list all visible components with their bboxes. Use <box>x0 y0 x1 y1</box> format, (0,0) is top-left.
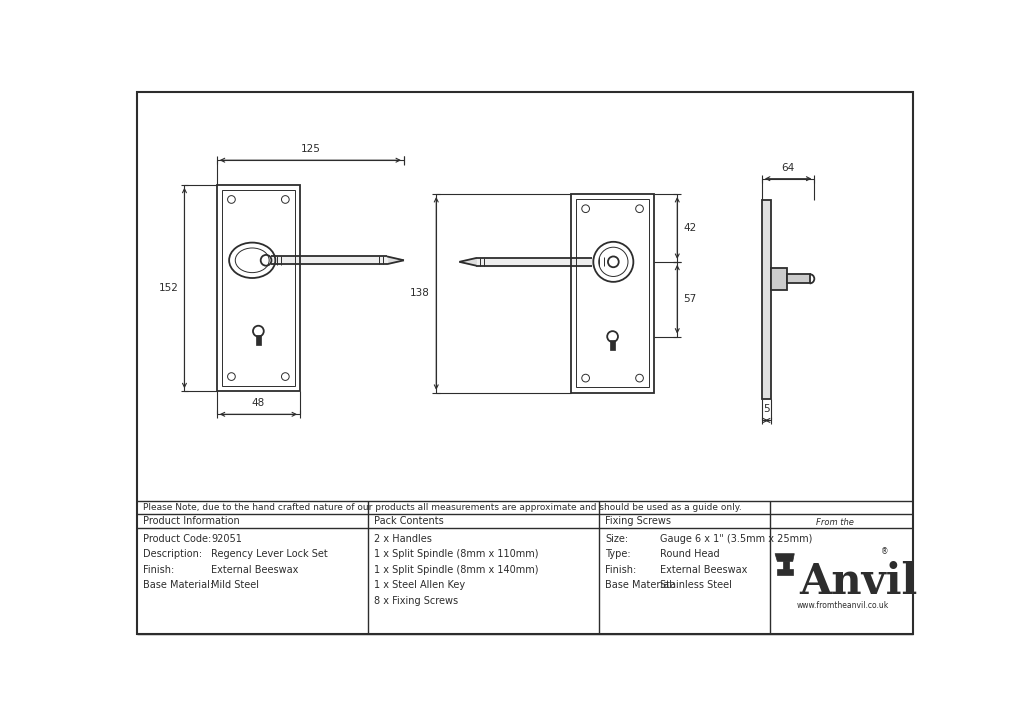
Text: Mild Steel: Mild Steel <box>211 580 259 590</box>
Polygon shape <box>777 569 793 575</box>
Text: 1 x Split Spindle (8mm x 140mm): 1 x Split Spindle (8mm x 140mm) <box>374 565 539 574</box>
Text: Anvil: Anvil <box>799 561 918 603</box>
Polygon shape <box>476 258 592 266</box>
Text: External Beeswax: External Beeswax <box>211 565 299 574</box>
Text: 2 x Handles: 2 x Handles <box>374 534 432 544</box>
Text: Base Material:: Base Material: <box>143 580 213 590</box>
Text: 57: 57 <box>683 294 696 304</box>
Text: Base Material:: Base Material: <box>605 580 675 590</box>
Bar <box>762 200 771 399</box>
Text: 92051: 92051 <box>211 534 243 544</box>
Text: From the: From the <box>816 518 854 526</box>
Text: Pack Contents: Pack Contents <box>374 516 443 526</box>
Text: 1 x Split Spindle (8mm x 110mm): 1 x Split Spindle (8mm x 110mm) <box>374 549 539 559</box>
Text: 42: 42 <box>683 223 696 233</box>
Text: Finish:: Finish: <box>605 565 636 574</box>
Text: Please Note, due to the hand crafted nature of our products all measurements are: Please Note, due to the hand crafted nat… <box>143 503 741 512</box>
Bar <box>222 191 295 386</box>
Bar <box>571 194 654 393</box>
Text: Gauge 6 x 1" (3.5mm x 25mm): Gauge 6 x 1" (3.5mm x 25mm) <box>660 534 813 544</box>
Text: 48: 48 <box>252 398 265 408</box>
Text: Stainless Steel: Stainless Steel <box>660 580 732 590</box>
Text: 152: 152 <box>159 283 178 293</box>
Polygon shape <box>256 335 261 345</box>
Text: Round Head: Round Head <box>660 549 720 559</box>
Text: www.fromtheanvil.co.uk: www.fromtheanvil.co.uk <box>797 601 889 610</box>
Text: 64: 64 <box>781 162 795 173</box>
Bar <box>217 185 300 391</box>
Text: Regency Lever Lock Set: Regency Lever Lock Set <box>211 549 328 559</box>
Text: Size:: Size: <box>605 534 628 544</box>
Text: Type:: Type: <box>605 549 631 559</box>
Polygon shape <box>387 257 403 264</box>
Polygon shape <box>782 562 788 569</box>
Bar <box>786 274 810 283</box>
Polygon shape <box>775 554 795 562</box>
Text: Description:: Description: <box>143 549 202 559</box>
Polygon shape <box>270 257 387 264</box>
Text: 1 x Steel Allen Key: 1 x Steel Allen Key <box>374 580 465 590</box>
Text: Product Information: Product Information <box>143 516 240 526</box>
Text: 138: 138 <box>411 288 430 298</box>
Polygon shape <box>610 340 615 350</box>
Text: Finish:: Finish: <box>143 565 174 574</box>
Polygon shape <box>460 258 476 266</box>
Text: ®: ® <box>882 547 889 556</box>
Text: 125: 125 <box>300 144 321 154</box>
Text: 8 x Fixing Screws: 8 x Fixing Screws <box>374 595 458 605</box>
Bar <box>577 199 649 388</box>
Bar <box>771 268 786 290</box>
Text: Product Code:: Product Code: <box>143 534 211 544</box>
Text: 5: 5 <box>763 404 770 414</box>
Text: Fixing Screws: Fixing Screws <box>605 516 671 526</box>
Text: External Beeswax: External Beeswax <box>660 565 748 574</box>
